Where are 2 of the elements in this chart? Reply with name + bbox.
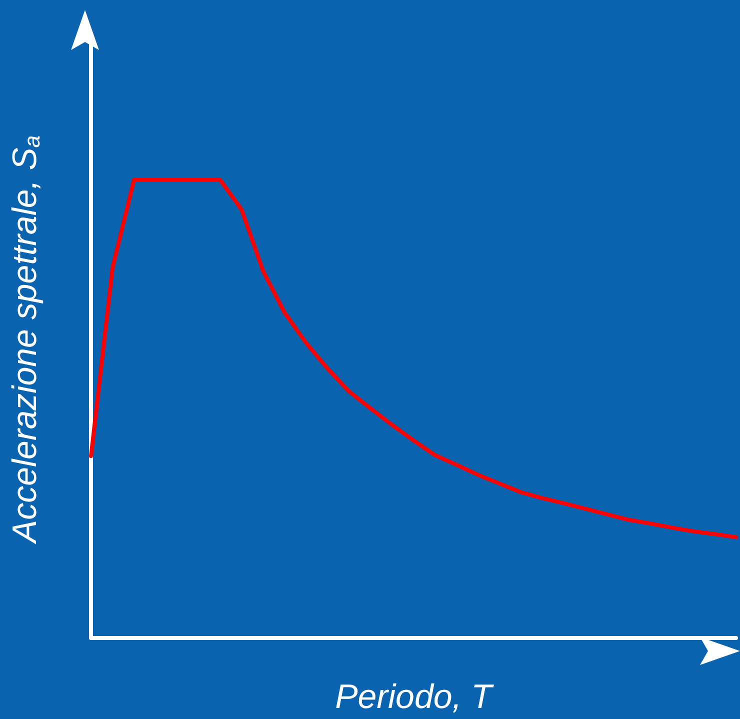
y-axis-title: Accelerazione spettrale, Sa <box>6 135 44 545</box>
x-axis-title: Periodo, T <box>335 678 494 716</box>
